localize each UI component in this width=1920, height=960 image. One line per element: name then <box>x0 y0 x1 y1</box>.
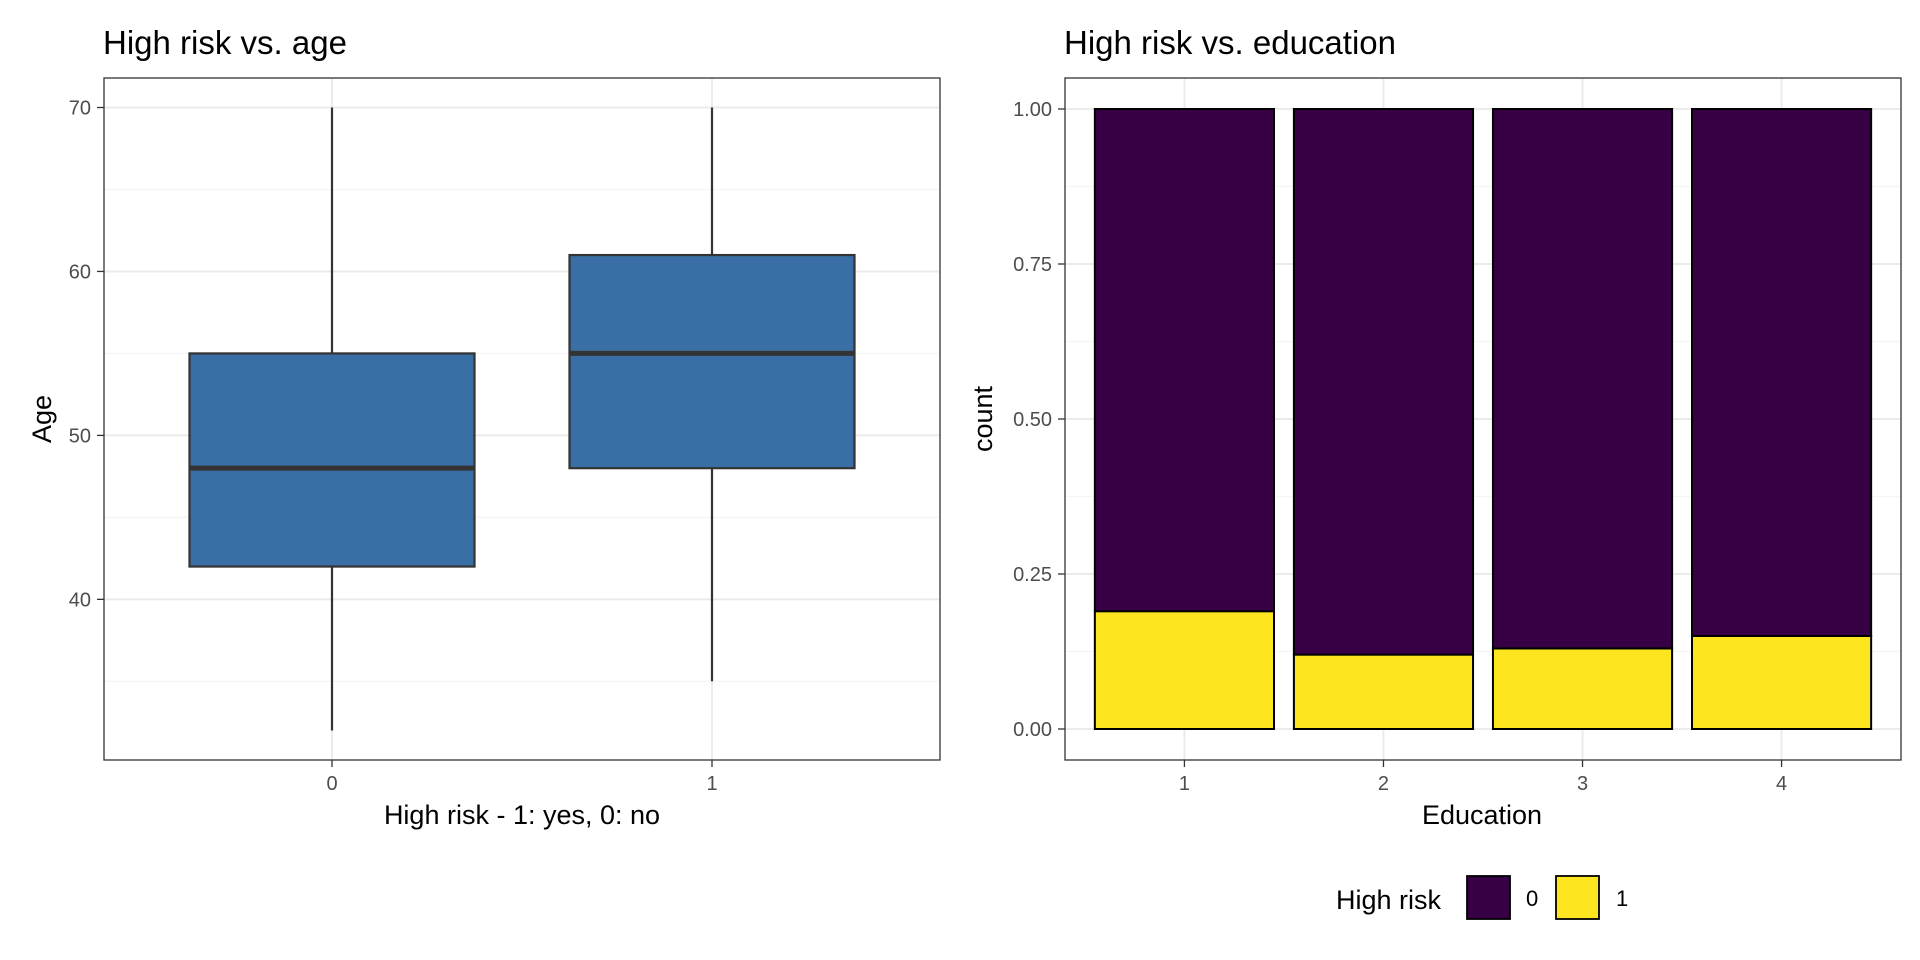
legend: High risk 0 1 <box>1336 875 1628 920</box>
legend-label-0: 0 <box>1526 886 1538 911</box>
education-chart-title: High risk vs. education <box>1064 24 1396 61</box>
bar-segment-edu3-risk1 <box>1491 647 1674 731</box>
age-y-ticks: 40 50 60 70 <box>69 98 104 611</box>
bar-segment-edu4-risk1 <box>1691 635 1873 730</box>
y-tick-label: 0.50 <box>1013 409 1052 431</box>
y-tick-label: 40 <box>69 589 91 611</box>
education-x-ticks: 1 2 3 4 <box>1179 760 1787 795</box>
education-bars <box>1093 108 1873 731</box>
legend-label-1: 1 <box>1616 886 1628 911</box>
y-tick-label: 70 <box>69 98 91 120</box>
box-body <box>568 253 856 470</box>
x-tick-label: 1 <box>706 773 717 795</box>
bar-segment-edu2-risk1 <box>1292 653 1475 730</box>
y-tick-label: 50 <box>69 425 91 447</box>
bar-segment-edu1-risk0 <box>1093 108 1276 613</box>
x-tick-label: 0 <box>326 773 337 795</box>
age-x-axis-title: High risk - 1: yes, 0: no <box>384 800 660 830</box>
box-0 <box>188 107 476 731</box>
education-y-ticks: 0.00 0.25 0.50 0.75 1.00 <box>1013 99 1065 741</box>
legend-title: High risk <box>1336 885 1442 915</box>
y-tick-label: 0.25 <box>1013 564 1052 586</box>
x-tick-label: 2 <box>1378 773 1389 795</box>
education-bar-panel: High risk vs. education 0.00 0.25 0.50 0.75… <box>968 24 1902 830</box>
box-body <box>188 352 476 568</box>
x-tick-label: 1 <box>1179 773 1190 795</box>
age-plot-border <box>103 77 941 761</box>
bar-segment-edu3-risk0 <box>1491 108 1674 650</box>
age-chart-title: High risk vs. age <box>103 24 347 61</box>
legend-swatch-1 <box>1555 875 1600 920</box>
bar-segment-edu4-risk0 <box>1691 108 1873 637</box>
education-x-axis-title: Education <box>1422 800 1542 830</box>
bar-segment-edu1-risk1 <box>1093 610 1276 731</box>
y-tick-label: 1.00 <box>1013 99 1052 121</box>
y-tick-label: 0.75 <box>1013 254 1052 276</box>
y-tick-label: 60 <box>69 261 91 283</box>
x-tick-label: 4 <box>1776 773 1787 795</box>
legend-swatch-0 <box>1466 875 1511 920</box>
bar-segment-edu2-risk0 <box>1292 108 1475 656</box>
age-boxes <box>188 107 856 731</box>
education-y-axis-title: count <box>968 385 998 452</box>
age-y-axis-title: Age <box>27 395 57 443</box>
y-tick-label: 0.00 <box>1013 719 1052 741</box>
box-1 <box>568 107 856 682</box>
x-tick-label: 3 <box>1577 773 1588 795</box>
